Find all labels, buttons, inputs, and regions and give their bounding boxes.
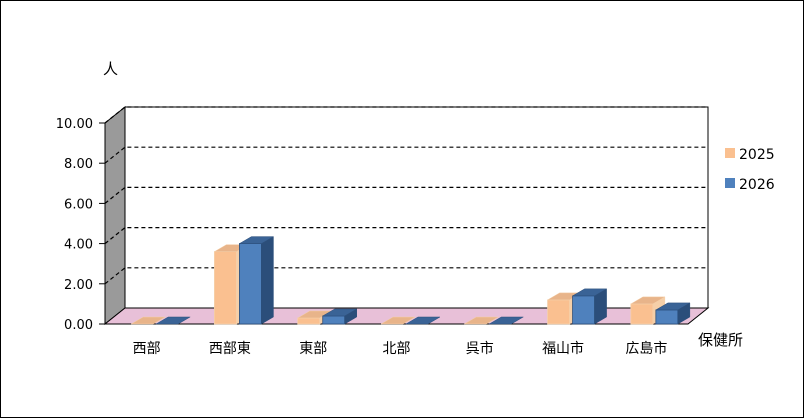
- bar-front: [547, 299, 570, 325]
- bar: [654, 302, 691, 325]
- bar-front: [572, 295, 595, 325]
- bar-top: [488, 316, 525, 325]
- y-tick-label: 10.00: [56, 117, 93, 132]
- gridline: [104, 227, 708, 245]
- bar-front: [630, 303, 654, 325]
- x-tick-label: 呉市: [466, 340, 494, 357]
- bar: [463, 316, 500, 325]
- y-tick-label: 4.00: [64, 238, 93, 253]
- bar-front: [239, 243, 262, 325]
- bar: [321, 308, 358, 325]
- legend-label: 2026: [739, 177, 775, 193]
- bar: [488, 316, 525, 325]
- x-tick-label: 西部: [133, 341, 161, 357]
- bar-front: [297, 317, 321, 325]
- side-wall: [104, 105, 126, 326]
- x-tick-label: 福山市: [542, 340, 584, 357]
- x-axis-title: 保健所: [698, 331, 743, 349]
- bar-top: [321, 308, 358, 317]
- bar: [130, 316, 167, 325]
- x-tick-label: 西部東: [209, 341, 251, 357]
- bar-top: [571, 288, 608, 297]
- bar: [155, 316, 192, 325]
- x-tick-label: 北部: [383, 341, 411, 357]
- gridline: [104, 146, 708, 164]
- legend-swatch: [725, 148, 735, 158]
- bar-front: [322, 315, 346, 325]
- y-tick-label: 8.00: [64, 157, 93, 172]
- legend: 2025 2026: [725, 147, 775, 193]
- bars: [130, 236, 691, 325]
- bar-top: [130, 316, 167, 325]
- back-wall: [124, 106, 709, 309]
- bar-top: [405, 316, 441, 325]
- gridline: [104, 106, 708, 124]
- bar-side: [261, 236, 274, 325]
- bar: [380, 316, 416, 325]
- bar-top: [629, 296, 666, 305]
- gridline: [104, 267, 708, 285]
- x-tick-label: 広島市: [625, 340, 667, 357]
- plot-area: [103, 105, 710, 326]
- bar-top: [654, 302, 691, 311]
- bar-top: [238, 236, 275, 244]
- bar-top: [463, 316, 500, 325]
- bar: [238, 236, 275, 325]
- y-tick-label: 0.00: [64, 318, 93, 333]
- bar: [571, 288, 608, 325]
- y-tick-label: 6.00: [64, 197, 93, 212]
- bar-front: [214, 251, 237, 325]
- gridline: [104, 186, 708, 204]
- y-axis-title: 人: [103, 60, 118, 78]
- bar-top: [380, 316, 416, 325]
- legend-swatch: [725, 178, 735, 188]
- bar-front: [655, 309, 679, 325]
- bar: [405, 316, 441, 325]
- x-tick-label: 東部: [299, 341, 327, 357]
- y-tick-label: 2.00: [64, 278, 93, 293]
- legend-label: 2025: [739, 147, 775, 163]
- bar-top: [155, 316, 192, 325]
